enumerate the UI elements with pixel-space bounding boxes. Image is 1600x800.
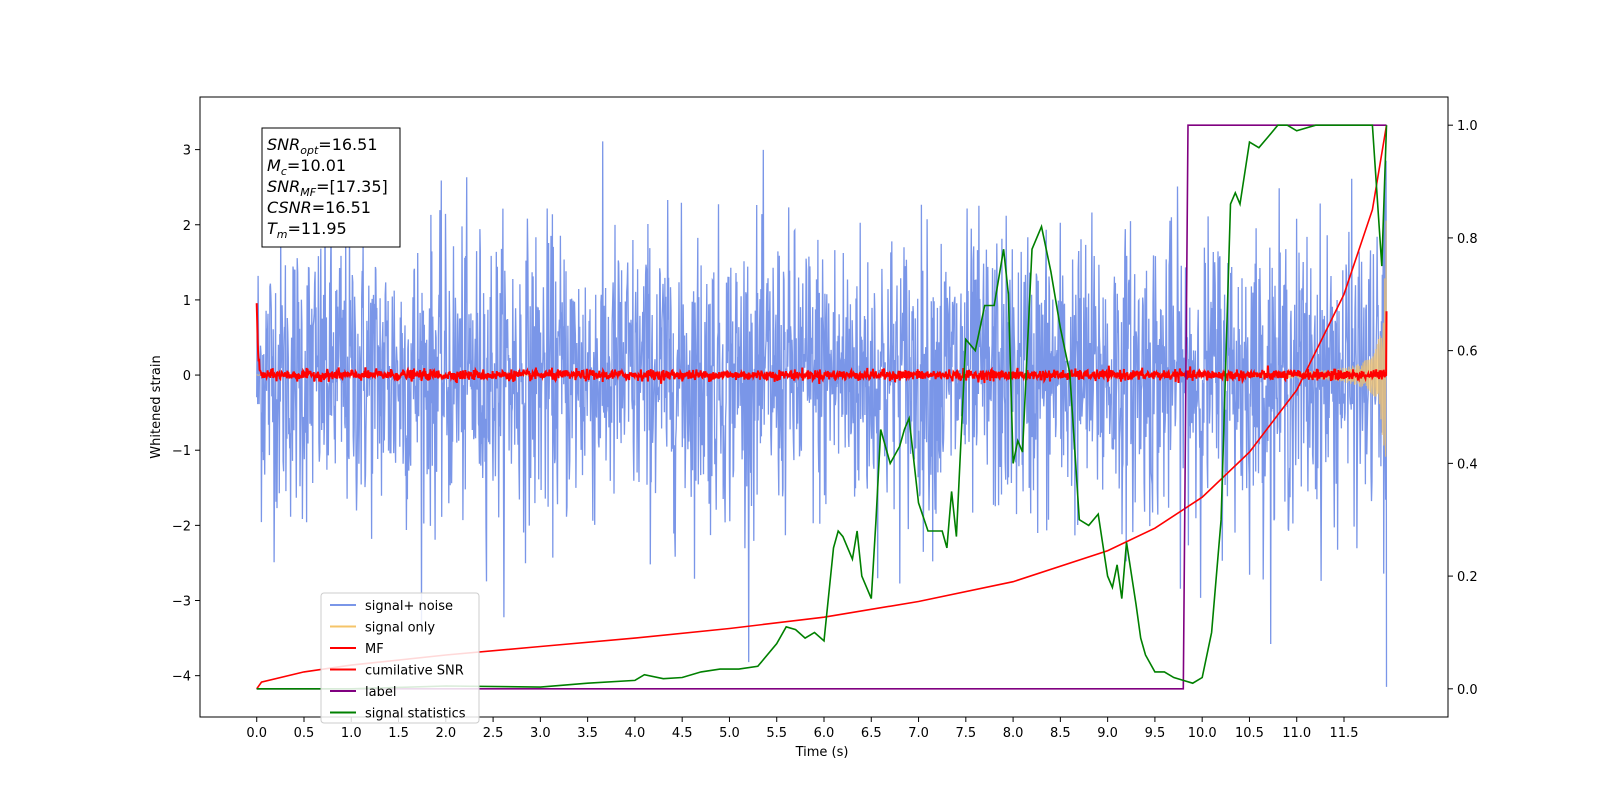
annotation-line: Tm=11.95 [267,219,347,241]
annotation-symbol: M [267,156,281,175]
x-tick-label: 11.0 [1282,726,1311,741]
legend-label: signal statistics [365,707,466,722]
x-tick-label: 4.0 [625,726,646,741]
x-tick-label: 5.5 [766,726,787,741]
y2-tick-label: 1.0 [1457,119,1478,134]
x-tick-label: 9.5 [1145,726,1166,741]
annotation-subscript: c [281,165,287,178]
x-tick-label: 8.0 [1003,726,1024,741]
annotation-subscript: opt [300,144,319,157]
annotation-symbol: CSNR [267,198,312,217]
legend-label: signal+ noise [365,599,453,614]
x-axis: 0.0 0.5 1.0 1.5 2.0 2.5 3.0 3.5 4.0 4.5 5.0 5.5 6.0 6… [246,717,1358,741]
x-tick-label: 6.5 [861,726,882,741]
series-mf [255,303,1388,385]
x-tick-label: 2.5 [483,726,504,741]
y2-tick-label: 0.2 [1457,570,1478,585]
x-tick-label: 7.5 [955,726,976,741]
x-tick-label: 8.5 [1050,726,1071,741]
line-signal-plus-noise [256,141,1388,687]
y2-tick-label: 0.8 [1457,232,1478,247]
y2-tick-label: 0.4 [1457,457,1478,472]
x-tick-label: 6.0 [814,726,835,741]
x-tick-label: 3.0 [530,726,551,741]
legend-label: cumilative SNR [365,664,464,679]
annotation-value: =16.51 [318,135,377,154]
y-tick-label: −1 [172,444,191,459]
annotation-value: =16.51 [312,198,371,217]
y-tick-label: 1 [183,294,191,309]
x-tick-label: 0.5 [294,726,315,741]
legend-label: signal only [365,621,435,636]
y-axis-left: −4 −3 −2 −1 0 1 2 3 [172,144,200,685]
x-tick-label: 3.5 [577,726,598,741]
x-tick-label: 4.5 [672,726,693,741]
annotation-symbol: SNR [267,135,300,154]
x-tick-label: 0.0 [246,726,267,741]
x-axis-label: Time (s) [795,745,849,760]
annotation-line: SNRopt=16.51 [267,135,378,157]
x-tick-label: 9.0 [1097,726,1118,741]
y-axis-label: Whitened strain [149,355,164,458]
annotation-line: Mc=10.01 [267,156,346,178]
x-tick-label: 1.0 [341,726,362,741]
y2-tick-label: 0.0 [1457,683,1478,698]
annotation-subscript: m [277,228,288,241]
annotation-box: SNRopt=16.51Mc=10.01SNRMF=[17.35]CSNR=16… [261,127,401,248]
legend-label: MF [365,642,384,657]
y-tick-label: −3 [172,595,191,610]
x-tick-label: 10.0 [1188,726,1217,741]
x-tick-label: 11.5 [1330,726,1359,741]
x-tick-label: 1.5 [388,726,409,741]
y-tick-label: 0 [183,369,191,384]
annotation-symbol: SNR [267,177,300,196]
y-tick-label: −4 [172,670,191,685]
y-tick-label: −2 [172,519,191,534]
y2-tick-label: 0.6 [1457,345,1478,360]
line-mf [255,303,1388,385]
annotation-value: =10.01 [287,156,346,175]
line-signal-statistics [256,124,1388,690]
legend-frame [320,592,480,724]
annotation-frame [261,127,401,248]
annotation-line: CSNR=16.51 [267,198,371,217]
legend-label: label [365,685,396,700]
legend: signal+ noise signal only MF cumilative SNR… [320,592,480,724]
x-tick-label: 7.0 [908,726,929,741]
x-tick-label: 5.0 [719,726,740,741]
y-axis-right: 0.0 0.2 0.4 0.6 0.8 1.0 [1448,119,1478,698]
series-signal-plus-noise [256,141,1388,687]
annotation-value: =11.95 [288,219,347,238]
annotation-subscript: MF [300,186,316,199]
annotation-symbol: T [267,219,278,238]
annotation-value: =[17.35] [316,177,388,196]
x-tick-label: 2.0 [435,726,456,741]
y-tick-label: 3 [183,144,191,159]
y-tick-label: 2 [183,219,191,234]
x-tick-label: 10.5 [1235,726,1264,741]
annotation-line: SNRMF=[17.35] [267,177,388,199]
